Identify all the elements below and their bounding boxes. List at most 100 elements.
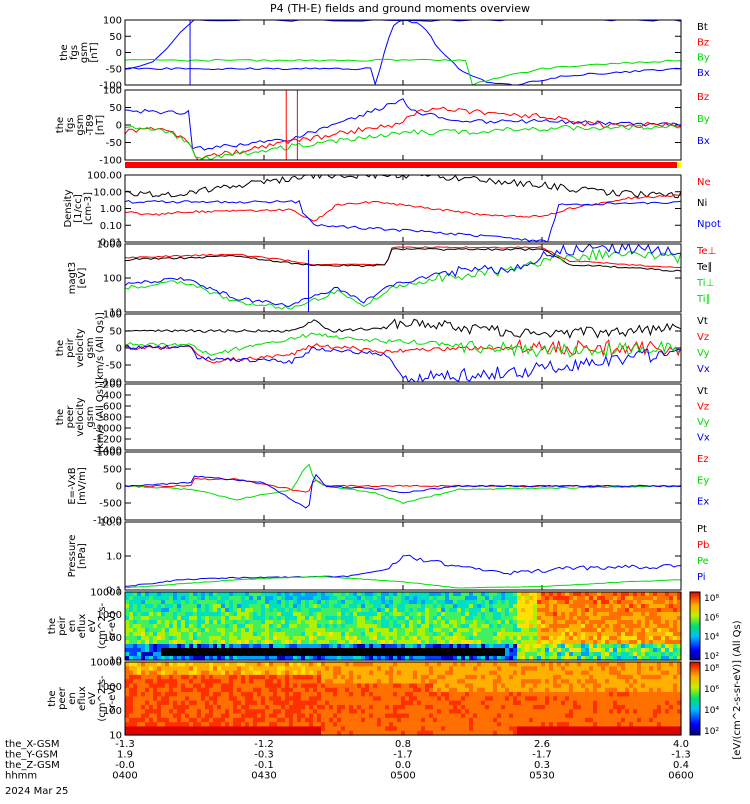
xaxis-tick-value: 0400 [112,771,137,782]
y-tick-label: 0.10 [100,221,122,232]
colorbar-tick: 10² [704,652,719,662]
y-tick-label: 0 [116,48,122,59]
legend-entry: Bt [697,22,708,33]
panel-ylabel: [cm-3] [83,192,94,225]
legend-entry: By [697,53,710,64]
xaxis-tick-value: -0.3 [254,750,274,761]
legend-entry: Pi [697,572,706,583]
xaxis-tick-value: 0600 [668,771,693,782]
spectrogram-ion [125,592,682,661]
y-tick-label: 100 [103,706,122,717]
panel-ylabel: [nT] [89,42,100,62]
colorbar-tick: 10⁴ [704,633,719,643]
colorbar-tick: 10⁴ [704,706,719,716]
y-tick-label: 50 [109,327,122,338]
legend-entry: Npot [697,219,721,230]
xaxis-tick-value: 0.3 [534,760,550,771]
xaxis-tick-value: 4.0 [673,739,689,750]
xaxis-tick-value: 0.0 [395,760,411,771]
series-Ey [125,465,681,504]
xaxis-tick-value: 0430 [251,771,276,782]
legend-entry: Ez [697,454,709,465]
y-tick-label: 0 [116,344,122,355]
y-tick-label: -100 [99,156,122,167]
series-Vt [125,319,681,337]
y-tick-label: -50 [106,361,122,372]
legend-entry: Vt [697,386,708,397]
y-tick-label: -50 [106,64,122,75]
legend-entry: Ex [697,497,709,508]
legend-entry: Vx [697,433,710,444]
y-tick-label: -800 [99,413,122,424]
y-tick-label: -400 [99,391,122,402]
xaxis-tick-value: 0.4 [673,760,689,771]
colorbar [690,592,700,660]
y-tick-label: 1000 [97,448,122,459]
series-Te-par [125,249,681,272]
series-Vz [125,340,681,363]
colorbar [690,662,700,735]
spectrogram-electron [125,662,682,736]
y-tick-label: 100 [103,310,122,321]
colorbar-tick: 10² [704,727,719,737]
colorbar-label: [eV/(cm^2-s-sr-eV)] (All Qs) [732,620,743,759]
xaxis-date: 2024 Mar 25 [5,786,68,797]
y-tick-label: 0 [116,482,122,493]
y-tick-label: 10000 [90,658,122,669]
series-Ti-blue [125,244,681,307]
series-Ti [125,250,681,310]
panel-ylabel: [nT] [95,115,106,135]
y-tick-label: 100 [103,274,122,285]
xaxis-tick-value: -1.7 [532,750,552,761]
panel-ylabel: [nPa] [77,543,88,569]
xaxis-tick-value: -1.7 [393,750,413,761]
xaxis-tick-value: 1.9 [117,750,133,761]
legend-entry: Ey [697,475,709,486]
panel-ylabel: [mV/m] [77,467,88,505]
y-tick-label: 100 [103,86,122,97]
xaxis-row-label: the_X-GSM [5,739,59,750]
legend-entry: Bx [697,68,710,79]
series-Bx-dc [125,99,681,150]
legend-entry: Bz [697,92,709,103]
legend-entry: Ne [697,177,711,188]
panel-frame [125,90,681,160]
panel-frame [125,20,681,85]
colorbar-tick: 10⁸ [704,664,719,674]
legend-entry: Te∥ [696,262,713,273]
legend-entry: Ti⊥ [696,278,714,289]
series-Npot [125,201,681,243]
legend-entry: Vz [697,402,709,413]
y-tick-label: 100 [103,633,122,644]
y-tick-label: -200 [99,380,122,391]
panel-frame [125,314,681,382]
y-tick-label: 0 [116,121,122,132]
status-bar [125,162,681,168]
panel-density: Density[1/cc][cm-3]100.0010.001.000.100.… [63,171,721,249]
y-tick-label: 100.00 [87,171,122,182]
panel-frame [125,175,681,242]
series-Ez [125,479,681,493]
xaxis-tick-value: -1.3 [115,739,135,750]
panel-ylabel: [km/s (All Qs)] [95,312,106,384]
y-tick-label: 1000 [97,240,122,251]
legend-entry: Pt [697,524,707,535]
legend-entry: Pb [697,540,709,551]
legend-entry: Vy [697,348,710,359]
legend-entry: Vt [697,316,708,327]
colorbar-tick: 10⁶ [704,613,719,623]
y-tick-label: -1000 [93,424,122,435]
y-tick-label: 50 [109,32,122,43]
colorbar-tick: 10⁶ [704,685,719,695]
y-tick-label: 10.0 [100,518,122,529]
y-tick-label: 1000 [97,610,122,621]
xaxis-tick-value: 0.8 [395,739,411,750]
legend-entry: Te⊥ [696,246,716,257]
xaxis-tick-value: -1.2 [254,739,274,750]
xaxis-row-label: the_Z-GSM [5,760,60,771]
y-tick-label: 100 [103,16,122,27]
